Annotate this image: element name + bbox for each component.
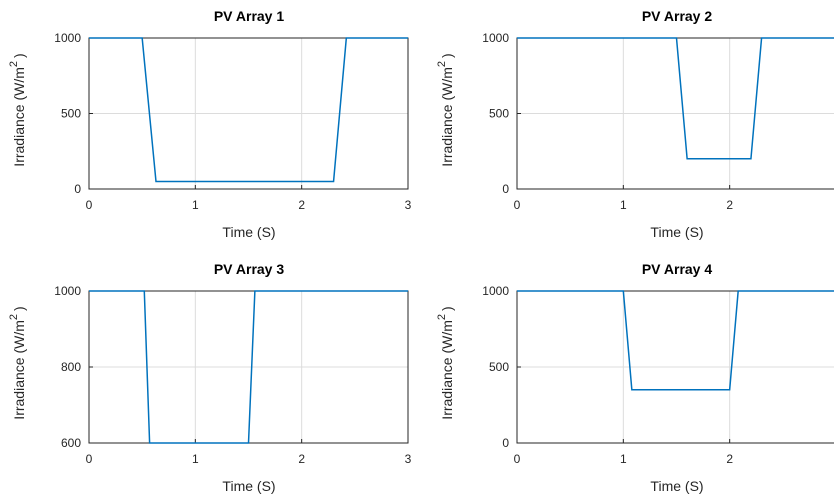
chart-title: PV Array 4 (642, 261, 713, 277)
chart-panel-1: 0 1 2 3 0 500 1000 PV Array 1 Time (S) Irradiance… (8, 8, 412, 240)
y-tick-label: 500 (61, 107, 81, 121)
y-axis-label-superscript: 2 (436, 61, 448, 67)
x-tick-label: 0 (86, 452, 93, 466)
x-tick-label: 3 (405, 452, 412, 466)
y-axis-label-superscript: 2 (8, 314, 20, 320)
y-axis-label-text: Irradiance (W/m (11, 320, 27, 420)
y-tick-label: 1000 (54, 284, 81, 298)
y-axis-label: Irradiance (W/m2) (436, 306, 455, 419)
irradiance-line (517, 290, 834, 391)
irradiance-line (89, 37, 408, 183)
x-tick-label: 1 (192, 452, 199, 466)
x-tick-label: 2 (298, 198, 305, 212)
y-tick-label: 0 (502, 436, 509, 450)
x-tick-label: 3 (405, 198, 412, 212)
chart-panel-2: 0 1 2 0 500 1000 PV Array 2 Time (S) Irradiance … (436, 8, 834, 240)
irradiance-line (89, 290, 408, 444)
y-tick-label: 0 (502, 182, 509, 196)
x-tick-label: 0 (514, 452, 521, 466)
x-axis-label: Time (S) (222, 478, 275, 494)
x-axis-label: Time (S) (650, 224, 703, 240)
y-axis-label-superscript: 2 (8, 61, 20, 67)
y-tick-label: 0 (74, 182, 81, 196)
y-axis-label-text: Irradiance (W/m (439, 320, 455, 420)
y-tick-label: 1000 (482, 284, 509, 298)
y-tick-label: 1000 (482, 31, 509, 45)
y-tick-label: 1000 (54, 31, 81, 45)
x-tick-label: 0 (86, 198, 93, 212)
x-tick-label: 0 (514, 198, 521, 212)
y-axis-label: Irradiance (W/m2) (436, 53, 455, 166)
y-axis-label-text: Irradiance (W/m (11, 67, 27, 167)
y-axis-label: Irradiance (W/m2) (8, 53, 27, 166)
x-tick-label: 2 (298, 452, 305, 466)
y-tick-label: 800 (61, 360, 81, 374)
x-tick-label: 2 (726, 452, 733, 466)
y-axis-label-text: Irradiance (W/m (439, 67, 455, 167)
x-tick-label: 1 (620, 198, 627, 212)
y-tick-label: 500 (489, 360, 509, 374)
chart-title: PV Array 2 (642, 8, 713, 24)
chart-title: PV Array 3 (214, 261, 285, 277)
y-axis-label-close: ) (11, 53, 27, 58)
x-axis-label: Time (S) (222, 224, 275, 240)
y-axis-label-close: ) (439, 53, 455, 58)
y-axis-label-superscript: 2 (436, 314, 448, 320)
y-axis-label: Irradiance (W/m2) (8, 306, 27, 419)
x-axis-label: Time (S) (650, 478, 703, 494)
irradiance-line (517, 37, 834, 160)
chart-title: PV Array 1 (214, 8, 285, 24)
x-tick-label: 2 (726, 198, 733, 212)
x-tick-label: 1 (620, 452, 627, 466)
x-tick-label: 1 (192, 198, 199, 212)
y-axis-label-close: ) (11, 306, 27, 311)
y-tick-label: 600 (61, 436, 81, 450)
chart-panel-3: 0 1 2 3 600 800 1000 PV Array 3 Time (S) Irradian… (8, 261, 412, 494)
chart-panel-4: 0 1 2 0 500 1000 PV Array 4 Time (S) Irradiance … (436, 261, 834, 494)
y-axis-label-close: ) (439, 306, 455, 311)
y-tick-label: 500 (489, 107, 509, 121)
